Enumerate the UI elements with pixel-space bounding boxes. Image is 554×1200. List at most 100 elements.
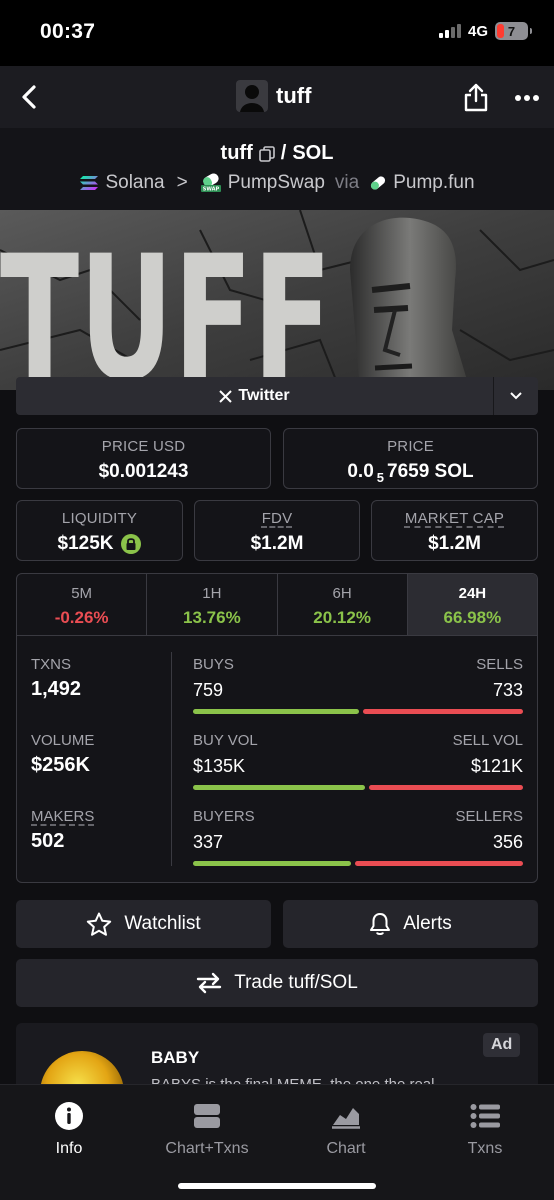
- makers-value: 502: [31, 830, 65, 852]
- tab-label: 5M: [71, 585, 93, 602]
- nav-token-title: tuff: [236, 80, 311, 112]
- bottom-tab-label: Info: [55, 1140, 83, 1157]
- volume-value: $256K: [31, 754, 90, 776]
- buys-bar: [193, 709, 359, 714]
- launchpad-link[interactable]: Pump.fun: [393, 172, 475, 193]
- dex-link[interactable]: PumpSwap: [227, 172, 325, 193]
- pumpswap-icon: SWAP: [200, 173, 221, 193]
- makers-label[interactable]: MAKERS: [31, 808, 95, 825]
- fdv-value: $1.2M: [250, 533, 304, 554]
- txns-stat: TXNS 1,492: [31, 656, 81, 701]
- copy-icon[interactable]: [258, 145, 275, 162]
- bottom-tab-info[interactable]: Info: [9, 1101, 129, 1158]
- chevron-down-icon: [510, 392, 522, 400]
- watchlist-button[interactable]: Watchlist: [16, 900, 271, 948]
- svg-text:SWAP: SWAP: [203, 187, 220, 193]
- via-label: via: [334, 172, 360, 193]
- tab-change-value: 20.12%: [313, 608, 371, 627]
- banner-text: TUFF: [0, 218, 332, 390]
- twitter-label: Twitter: [238, 387, 290, 404]
- token-banner-image: TUFF: [0, 210, 554, 390]
- pair-base: tuff: [220, 142, 253, 164]
- bell-icon: [370, 913, 391, 935]
- breadcrumb-chevron: >: [176, 172, 188, 193]
- buyers-label: BUYERS: [193, 808, 255, 825]
- sellers-label: SELLERS: [455, 808, 523, 825]
- price-usd-card: PRICE USD $0.001243: [16, 428, 271, 489]
- tab-label: 6H: [332, 585, 352, 602]
- price-native-suffix: 7659 SOL: [387, 461, 474, 482]
- links-dropdown-button[interactable]: [493, 377, 538, 415]
- alerts-button[interactable]: Alerts: [283, 900, 538, 948]
- sell-vol-label: SELL VOL: [452, 732, 523, 749]
- price-native-card: PRICE 0.0 5 7659 SOL: [283, 428, 538, 489]
- chart-txns-icon: [194, 1104, 220, 1128]
- price-native-zero-count: 5: [376, 469, 385, 485]
- tab-change-value: 13.76%: [183, 608, 241, 627]
- bottom-tab-label: Chart+Txns: [165, 1140, 249, 1157]
- makers-stat: MAKERS 502: [31, 808, 94, 853]
- tab-24h[interactable]: 24H 66.98%: [407, 574, 537, 635]
- swap-arrows-icon: [197, 972, 222, 994]
- sell-vol-bar: [369, 785, 523, 790]
- trade-label: Trade tuff/SOL: [234, 972, 358, 993]
- status-time: 00:37: [40, 20, 96, 43]
- twitter-button[interactable]: Twitter: [16, 377, 493, 415]
- buyers-bar: [193, 861, 351, 866]
- sell-vol-value: $121K: [470, 756, 523, 776]
- sponsored-ad[interactable]: BABY BABYS is the final MEME, the one th…: [16, 1023, 538, 1084]
- tab-5m[interactable]: 5M -0.26%: [17, 574, 148, 635]
- watchlist-label: Watchlist: [124, 913, 201, 934]
- tab-1h[interactable]: 1H 13.76%: [147, 574, 278, 635]
- nav-title-text: tuff: [276, 83, 312, 108]
- share-icon[interactable]: [462, 82, 490, 112]
- market-cap-label[interactable]: MARKET CAP: [404, 510, 505, 527]
- sells-bar: [363, 709, 523, 714]
- back-icon[interactable]: [16, 83, 44, 111]
- signal-icon: [438, 24, 461, 38]
- txns-label: TXNS: [31, 656, 72, 673]
- social-links-row: Twitter: [16, 377, 538, 415]
- solana-icon: [80, 176, 99, 190]
- volume-ratio-bar: [193, 785, 523, 790]
- buy-vol-bar: [193, 785, 365, 790]
- bottom-tab-txns[interactable]: Txns: [425, 1101, 545, 1158]
- trade-button[interactable]: Trade tuff/SOL: [16, 959, 538, 1007]
- market-cap-value: $1.2M: [428, 533, 481, 554]
- pair-quote: SOL: [292, 142, 334, 164]
- bottom-tab-chart[interactable]: Chart: [286, 1101, 406, 1158]
- tab-change-value: -0.26%: [54, 608, 109, 627]
- price-native-prefix: 0.0: [347, 461, 374, 482]
- more-icon[interactable]: [514, 94, 540, 102]
- buys-sells-ratio-bar: [193, 709, 523, 714]
- liquidity-value: $125K: [57, 533, 114, 554]
- battery-icon: 7: [495, 22, 532, 40]
- buy-vol-label: BUY VOL: [193, 732, 258, 749]
- sells-label: SELLS: [476, 656, 523, 673]
- fdv-label[interactable]: FDV: [261, 510, 293, 527]
- home-indicator: [178, 1183, 376, 1189]
- chain-link[interactable]: Solana: [105, 172, 165, 193]
- battery-level: 7: [507, 23, 516, 39]
- market-cap-card: MARKET CAP $1.2M: [371, 500, 538, 561]
- liquidity-lock-icon[interactable]: [120, 533, 142, 555]
- buyers-sellers-stat: BUYERS SELLERS 337 356: [193, 808, 523, 866]
- buyers-value: 337: [193, 832, 224, 852]
- token-avatar: [236, 80, 268, 112]
- pumpfun-icon: [371, 176, 386, 190]
- volume-label: VOLUME: [31, 732, 95, 749]
- volume-split-stat: BUY VOL SELL VOL $135K $121K: [193, 732, 523, 790]
- tab-6h[interactable]: 6H 20.12%: [278, 574, 408, 635]
- bottom-tab-label: Chart: [326, 1140, 366, 1157]
- star-icon: [87, 912, 112, 936]
- sellers-bar: [355, 861, 523, 866]
- alerts-label: Alerts: [403, 913, 452, 934]
- price-usd-value: $0.001243: [98, 461, 189, 482]
- tab-label: 1H: [202, 585, 222, 602]
- ad-description: BABYS is the final MEME, the one the rea…: [151, 1076, 434, 1084]
- buys-label: BUYS: [193, 656, 234, 673]
- ad-badge: Ad: [483, 1033, 521, 1057]
- bottom-tab-chart-txns[interactable]: Chart+Txns: [147, 1101, 267, 1158]
- buyers-sellers-ratio-bar: [193, 861, 523, 866]
- bottom-tab-bar: Info Chart+Txns Chart Txns: [0, 1084, 554, 1200]
